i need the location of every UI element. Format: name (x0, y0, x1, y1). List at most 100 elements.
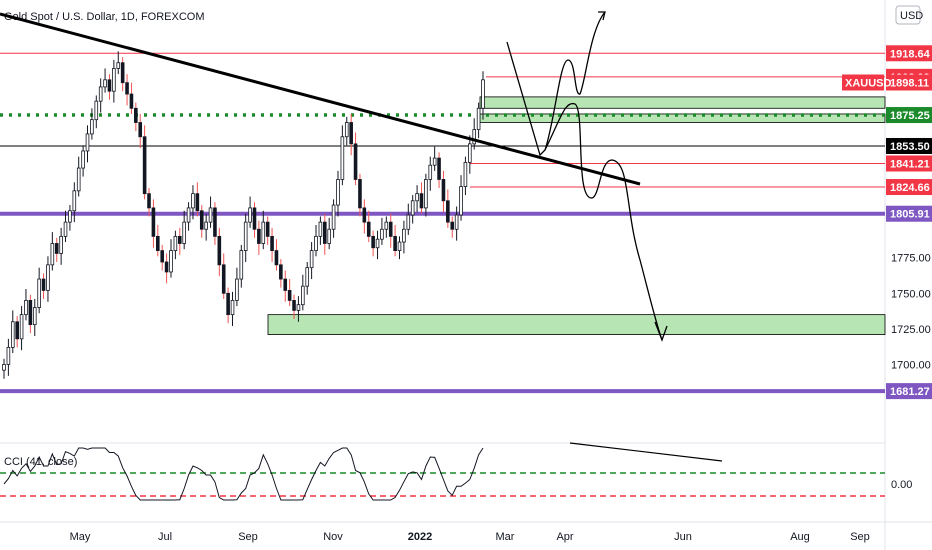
price-tag-value: 1805.91 (890, 209, 930, 221)
cci-label: CCI (41, close) (4, 456, 77, 468)
price-axis-tick: 1775.00 (891, 253, 931, 265)
candle-body (236, 279, 239, 300)
time-axis-tick: Mar (496, 531, 515, 543)
candle-body (222, 265, 225, 293)
candle-body (165, 262, 168, 272)
candle-body (3, 364, 6, 370)
candle-body (112, 68, 115, 91)
candle-body (464, 162, 467, 186)
candle-body (16, 322, 19, 339)
candle-body (25, 300, 28, 314)
price-tag-value: 1898.11 (890, 78, 929, 90)
candle-body (7, 347, 10, 364)
candle-body (359, 179, 362, 207)
candle-body (73, 191, 76, 211)
candle-body (29, 300, 32, 324)
candle-body (354, 144, 357, 180)
price-axis-tick: 1725.00 (891, 324, 931, 336)
candle-body (275, 251, 278, 265)
candle-body (385, 222, 388, 229)
candle-body (218, 236, 221, 264)
candle-body (117, 63, 120, 69)
candle-body (108, 80, 111, 91)
candle-body (95, 101, 98, 120)
candle-body (323, 222, 326, 243)
symbol-title: Gold Spot / U.S. Dollar, 1D, FOREXCOM (4, 11, 205, 23)
time-axis-tick: May (70, 531, 91, 543)
time-axis-tick: Sep (238, 531, 258, 543)
candle-body (293, 300, 296, 310)
cci-zero-label: 0.00 (891, 479, 912, 491)
candle-body (174, 236, 177, 250)
time-axis-tick: Apr (556, 531, 573, 543)
candle-body (47, 265, 50, 291)
symbol-tag-label: XAUUSD (845, 78, 892, 90)
candle-body (284, 279, 287, 290)
candle-body (266, 222, 269, 236)
candle-body (55, 243, 58, 253)
candle-body (227, 293, 230, 314)
candle-body (148, 194, 151, 208)
candle-body (376, 239, 379, 248)
candle-body (328, 229, 331, 243)
candle-body (350, 123, 353, 144)
candle-body (438, 158, 441, 179)
candle-body (143, 137, 146, 194)
candle-body (407, 215, 410, 229)
candle-body (363, 208, 366, 222)
candle-body (214, 208, 217, 236)
candle-body (64, 222, 67, 236)
candle-body (205, 222, 208, 229)
candle-body (156, 236, 159, 250)
candle-body (306, 268, 309, 287)
candle-body (332, 205, 335, 229)
candle-body (253, 208, 256, 229)
candle-body (86, 134, 89, 151)
candle-body (433, 158, 436, 165)
candle-body (170, 251, 173, 272)
candle-body (297, 305, 300, 311)
candle-body (402, 229, 405, 242)
candle-body (152, 208, 155, 236)
candle-body (429, 165, 432, 179)
price-tag-value: 1875.25 (890, 110, 930, 122)
candle-body (249, 208, 252, 222)
candle-body (411, 201, 414, 215)
candle-body (139, 123, 142, 137)
candle-body (60, 236, 63, 253)
candle-body (372, 236, 375, 247)
candle-body (341, 137, 344, 180)
candle-body (262, 222, 265, 243)
candle-body (200, 211, 203, 230)
candle-body (69, 211, 72, 222)
price-tag-value: 1918.64 (890, 48, 931, 60)
time-axis-tick: Aug (790, 531, 810, 543)
candle-body (288, 290, 291, 300)
candle-body (130, 94, 133, 108)
time-axis-tick: Jul (158, 531, 172, 543)
candle-body (42, 279, 45, 290)
price-axis-tick: 1750.00 (891, 288, 931, 300)
candle-body (134, 108, 137, 122)
candle-body (187, 208, 190, 222)
candle-body (192, 194, 195, 208)
candle-body (398, 242, 401, 251)
price-axis-tick: 1700.00 (891, 359, 931, 371)
candle-body (178, 236, 181, 243)
price-tag-value: 1824.66 (890, 182, 930, 194)
candle-body (257, 229, 260, 243)
candle-body (240, 251, 243, 279)
candle-body (99, 87, 102, 101)
price-tag-value: 1853.50 (890, 141, 930, 153)
candle-body (51, 243, 54, 264)
candle-body (279, 265, 282, 279)
candle-body (244, 222, 247, 250)
candle-body (468, 144, 471, 163)
candle-body (337, 179, 340, 205)
candle-body (183, 222, 186, 243)
candle-body (424, 179, 427, 207)
candle-body (310, 251, 313, 268)
demand-zone (268, 315, 885, 335)
